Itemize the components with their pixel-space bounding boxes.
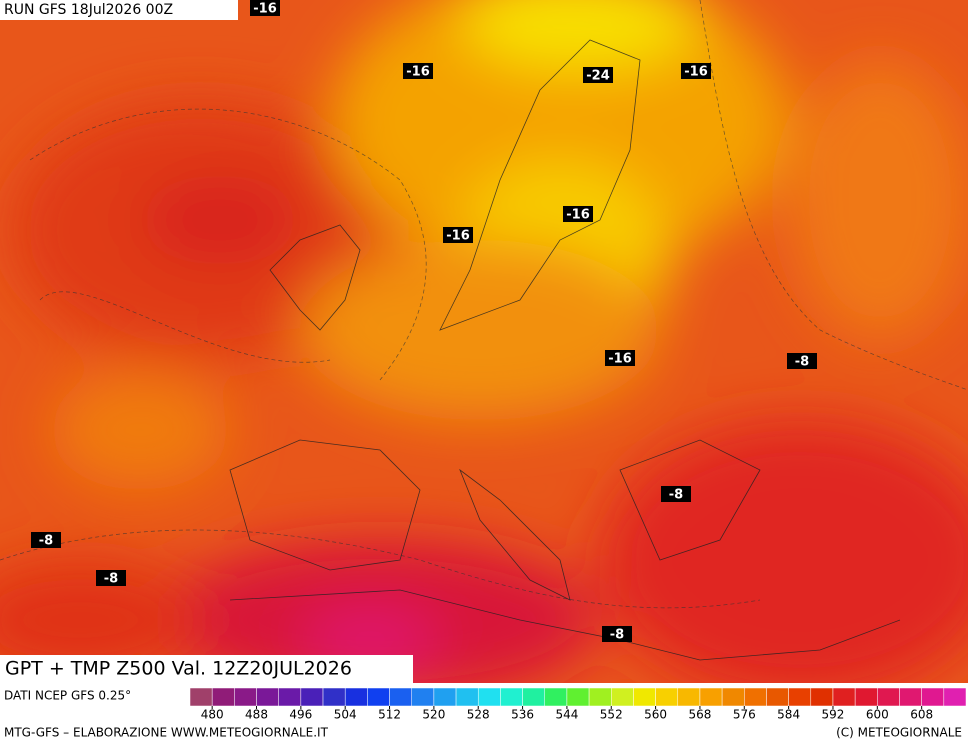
legend-swatch <box>344 687 368 707</box>
legend-tick-label: 584 <box>777 708 800 722</box>
legend-swatch <box>322 687 346 707</box>
label-box <box>31 532 61 548</box>
run-box <box>0 0 238 20</box>
legend-swatch <box>588 687 612 707</box>
legend-swatch <box>721 687 745 707</box>
legend-swatch <box>234 687 257 707</box>
legend-swatch <box>566 687 590 707</box>
label-box <box>443 227 473 243</box>
temperature-label: -8 <box>610 628 624 643</box>
legend-swatch <box>699 687 723 707</box>
legend-swatch <box>788 687 812 707</box>
legend-swatch <box>544 687 568 707</box>
legend-tick-label: 536 <box>511 708 534 722</box>
legend-swatch <box>367 687 390 707</box>
legend-tick-label: 560 <box>644 708 667 722</box>
legend-swatch <box>500 687 523 707</box>
legend-swatch <box>921 687 945 707</box>
credit: MTG-GFS – ELABORAZIONE WWW.METEOGIORNALE… <box>4 726 329 740</box>
label-box <box>563 206 593 222</box>
temperature-label: -8 <box>104 572 118 587</box>
legend-swatch <box>455 687 479 707</box>
legend-tick-label: 480 <box>201 708 224 722</box>
legend-tick-label: 608 <box>910 708 933 722</box>
data-source: DATI NCEP GFS 0.25° <box>4 689 131 703</box>
map-title: GPT + TMP Z500 Val. 12Z20JUL2026 <box>5 658 352 680</box>
temperature-label: -16 <box>406 65 430 80</box>
legend-tick-label: 600 <box>866 708 889 722</box>
legend-tick-label: 488 <box>245 708 268 722</box>
color-legend: 480 488 496 504 512 520 528 536 544 552 560 568 576 5… <box>189 687 967 722</box>
legend-swatch <box>411 687 435 707</box>
legend-swatch <box>522 687 545 707</box>
title-box <box>0 655 413 683</box>
copyright: (C) METEOGIORNALE <box>836 726 962 740</box>
map-field <box>0 0 968 683</box>
legend-tick-label: 520 <box>422 708 445 722</box>
temperature-label: -16 <box>446 229 470 244</box>
legend-tick-label: 512 <box>378 708 401 722</box>
label-box <box>250 0 280 16</box>
legend-tick-label: 528 <box>467 708 490 722</box>
legend-swatch <box>810 687 834 707</box>
label-box <box>661 486 691 502</box>
label-box <box>787 353 817 369</box>
label-box <box>403 63 433 79</box>
label-box <box>605 350 635 366</box>
temperature-label: -8 <box>39 534 53 549</box>
legend-swatch <box>766 687 789 707</box>
legend-swatch <box>854 687 878 707</box>
legend-tick-label: 568 <box>688 708 711 722</box>
legend-tick-label: 576 <box>733 708 756 722</box>
legend-swatch <box>744 687 767 707</box>
legend-swatch <box>877 687 900 707</box>
legend-tick-label: 552 <box>600 708 623 722</box>
legend-tick-label: 496 <box>289 708 312 722</box>
temperature-label: -8 <box>795 355 809 370</box>
legend-swatch <box>433 687 457 707</box>
legend-swatch <box>211 687 235 707</box>
legend-tick-label: 544 <box>555 708 578 722</box>
legend-swatch <box>943 687 967 707</box>
temperature-label: -24 <box>586 69 610 84</box>
legend-tick-label: 504 <box>334 708 357 722</box>
legend-swatch <box>611 687 634 707</box>
legend-tick-label: 592 <box>822 708 845 722</box>
label-box <box>583 67 613 83</box>
legend-swatch <box>633 687 656 707</box>
label-box <box>681 63 711 79</box>
temperature-label: -8 <box>669 488 683 503</box>
legend-swatch <box>300 687 324 707</box>
run-info: RUN GFS 18Jul2026 00Z <box>4 2 173 18</box>
legend-swatch <box>655 687 679 707</box>
temperature-label: -16 <box>684 65 708 80</box>
legend-swatch <box>389 687 412 707</box>
temperature-label: -16 <box>608 352 632 367</box>
temperature-label: -16 <box>566 208 590 223</box>
legend-swatch <box>278 687 302 707</box>
label-box <box>96 570 126 586</box>
temperature-label: -16 <box>253 2 277 17</box>
legend-swatch <box>189 687 213 707</box>
legend-swatch <box>832 687 856 707</box>
legend-swatch <box>677 687 701 707</box>
legend-swatch <box>256 687 279 707</box>
legend-swatch <box>899 687 922 707</box>
legend-swatch <box>477 687 501 707</box>
label-box <box>602 626 632 642</box>
temperature-labels: -16 -16 -24 -16 -16 -16 -16 -8 -8 -8 -8 -8 <box>31 0 817 643</box>
